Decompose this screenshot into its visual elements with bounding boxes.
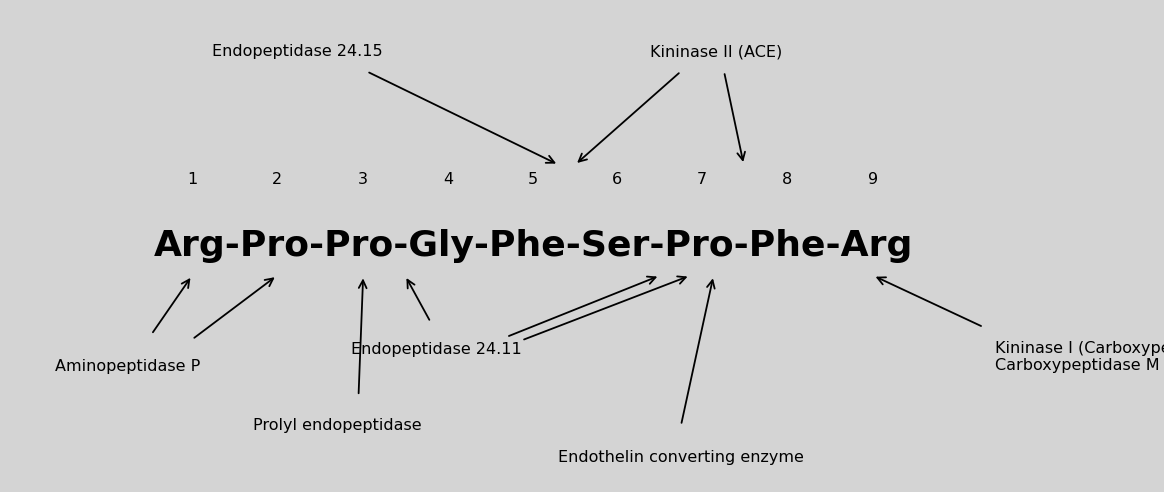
Text: Endopeptidase 24.15: Endopeptidase 24.15 [212,44,382,59]
Text: Endothelin converting enzyme: Endothelin converting enzyme [558,450,804,465]
Text: Arg-Pro-Pro-Gly-Phe-Ser-Pro-Phe-Arg: Arg-Pro-Pro-Gly-Phe-Ser-Pro-Phe-Arg [154,229,913,263]
Text: 2: 2 [272,172,282,187]
Text: Prolyl endopeptidase: Prolyl endopeptidase [254,418,421,433]
Text: Endopeptidase 24.11: Endopeptidase 24.11 [352,342,521,357]
Text: 3: 3 [359,172,368,187]
Text: 5: 5 [528,172,538,187]
Text: Aminopeptidase P: Aminopeptidase P [56,359,200,374]
Text: 9: 9 [868,172,878,187]
Text: 1: 1 [187,172,197,187]
Text: Kininase II (ACE): Kininase II (ACE) [650,44,782,59]
Text: 4: 4 [443,172,453,187]
Text: 6: 6 [612,172,622,187]
Text: Kininase I (Carboxypeptidase N)
Carboxypeptidase M: Kininase I (Carboxypeptidase N) Carboxyp… [995,340,1164,373]
Text: 7: 7 [697,172,707,187]
Text: 8: 8 [782,172,792,187]
